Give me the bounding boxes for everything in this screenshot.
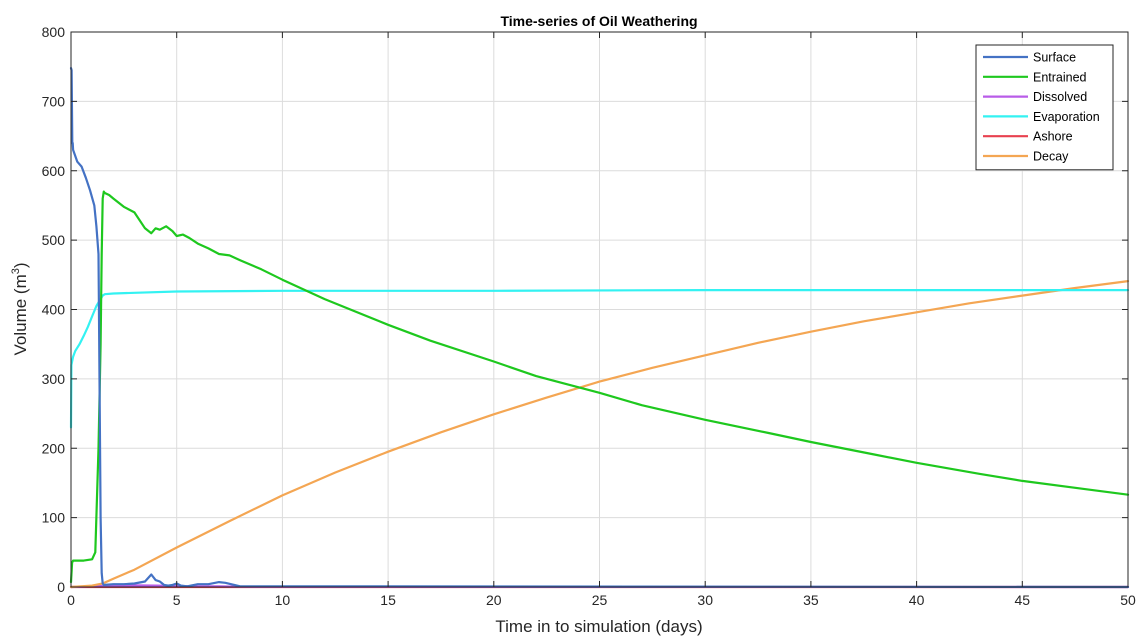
legend-label-decay: Decay	[1033, 150, 1069, 164]
x-tick-label: 5	[173, 592, 181, 608]
legend-label-entrained: Entrained	[1033, 70, 1087, 84]
y-tick-label: 100	[42, 510, 66, 526]
y-tick-label: 500	[42, 232, 66, 248]
series-line-decay	[69, 280, 1130, 589]
axis-ticks: 0 5 10 15 20 25 30 35 40 45 5001002003004005006007…	[42, 24, 1136, 608]
y-tick-label: 0	[57, 579, 65, 595]
legend-box	[975, 44, 1114, 171]
y-axis-label-main: Volume (m	[11, 274, 30, 355]
x-tick-label: 15	[380, 592, 396, 608]
x-tick-label: 50	[1120, 592, 1136, 608]
x-tick-label: 10	[275, 592, 291, 608]
y-axis-label-superscript: 3	[10, 268, 22, 274]
y-tick-label: 700	[42, 93, 66, 109]
legend-label-surface: Surface	[1033, 51, 1076, 65]
y-axis-label-end: )	[11, 262, 30, 268]
y-axis-label: Volume (m3)	[10, 262, 30, 355]
x-tick-label: 30	[697, 592, 713, 608]
y-tick-label: 800	[42, 24, 66, 40]
x-tick-label: 25	[592, 592, 608, 608]
series-line-entrained	[69, 190, 1130, 584]
x-tick-label: 40	[909, 592, 925, 608]
x-tick-label: 0	[67, 592, 75, 608]
x-tick-label: 35	[803, 592, 819, 608]
x-tick-label: 20	[486, 592, 502, 608]
y-tick-label: 600	[42, 163, 66, 179]
legend-label-ashore: Ashore	[1033, 130, 1073, 144]
y-tick-label: 400	[42, 302, 66, 318]
x-axis-label: Time in to simulation (days)	[495, 617, 702, 636]
series-line-surface	[69, 66, 1130, 589]
y-tick-label: 300	[42, 371, 66, 387]
legend-label-evaporation: Evaporation	[1033, 110, 1100, 124]
chart-title: Time-series of Oil Weathering	[500, 13, 697, 29]
legend: Surface Entrained Dissolved Evaporation Asho…	[975, 44, 1114, 171]
grid-lines	[71, 32, 1128, 587]
x-tick-label: 45	[1015, 592, 1031, 608]
y-tick-label: 200	[42, 440, 66, 456]
legend-label-dissolved: Dissolved	[1033, 90, 1087, 104]
